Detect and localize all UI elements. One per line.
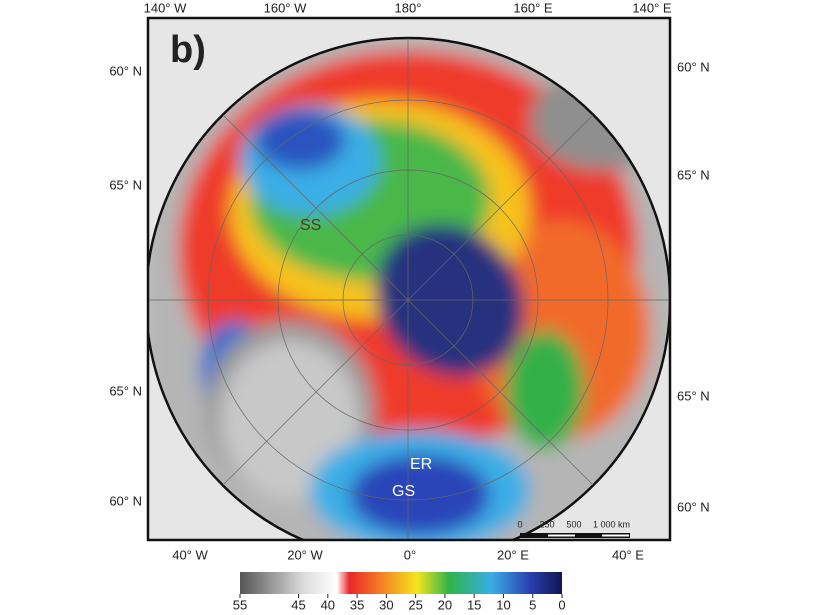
latitude-label: 65° N bbox=[677, 167, 710, 182]
longitude-label: 20° E bbox=[497, 547, 529, 562]
longitude-label: 0° bbox=[404, 547, 416, 562]
colorbar-tick-label: 25 bbox=[408, 597, 422, 612]
colorbar bbox=[240, 572, 562, 594]
longitude-label: 160° E bbox=[513, 0, 553, 15]
scale-bar bbox=[520, 533, 630, 538]
longitude-label: 40° E bbox=[612, 547, 644, 562]
longitude-label: 140° W bbox=[144, 0, 188, 15]
colorbar-tick-label: 30 bbox=[379, 597, 393, 612]
region-label: ER bbox=[410, 456, 432, 473]
latitude-label: 60° N bbox=[109, 63, 142, 78]
colorbar-tick-label: 55 bbox=[233, 597, 247, 612]
graticule-lines bbox=[148, 38, 670, 540]
latitude-label: 65° N bbox=[109, 383, 142, 398]
region-label: GS bbox=[392, 483, 415, 500]
latitude-label: 65° N bbox=[677, 388, 710, 403]
labels: 140° W 160° W 180° 160° E 140° E 40° W 20° W 0°… bbox=[109, 0, 709, 612]
colorbar-tick-label: 40 bbox=[321, 597, 335, 612]
latitude-label: 60° N bbox=[677, 59, 710, 74]
latitude-label: 60° N bbox=[677, 499, 710, 514]
scale-bar-label: 500 bbox=[566, 519, 581, 529]
longitude-label: 20° W bbox=[287, 547, 323, 562]
longitude-label: 160° W bbox=[264, 0, 308, 15]
longitude-label: 180° bbox=[395, 0, 422, 15]
scale-bar-label: 0 bbox=[517, 519, 522, 529]
map-frame bbox=[146, 16, 672, 542]
longitude-label: 140° E bbox=[632, 0, 672, 15]
colorbar-tick-label: 20 bbox=[438, 597, 452, 612]
longitude-label: 40° W bbox=[172, 547, 208, 562]
map-area bbox=[148, 18, 670, 540]
colorbar-tick-label: 45 bbox=[291, 597, 305, 612]
scale-bar-label: 250 bbox=[539, 519, 554, 529]
colorbar-tick-label: 15 bbox=[467, 597, 481, 612]
colorbar-tick-label: 10 bbox=[496, 597, 510, 612]
map-field bbox=[148, 38, 670, 540]
latitude-label: 65° N bbox=[109, 177, 142, 192]
scale-bar-label: 1 000 km bbox=[593, 519, 630, 529]
colorbar-tick-label: 35 bbox=[350, 597, 364, 612]
colorbar-tick-label: 5 bbox=[529, 597, 536, 612]
region-label: SS bbox=[300, 217, 321, 234]
colorbar-tick-label: 0 bbox=[558, 597, 565, 612]
latitude-label: 60° N bbox=[109, 493, 142, 508]
panel-label: b) bbox=[170, 29, 206, 71]
